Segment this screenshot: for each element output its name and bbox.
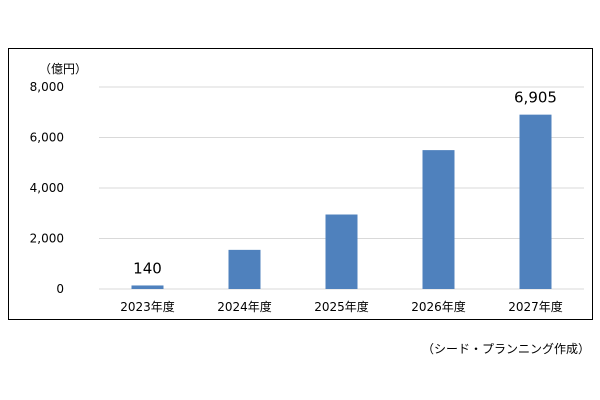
chart-frame: （億円） 0 2,000 4,000 6,000 8,000 2023年度 2024年度 202… (8, 48, 593, 320)
y-tick-label: 0 (56, 282, 64, 296)
y-tick-label: 8,000 (30, 80, 64, 94)
x-tick-label: 2023年度 (120, 299, 175, 314)
y-tick-label: 4,000 (30, 181, 64, 195)
bar-chart: （億円） 0 2,000 4,000 6,000 8,000 2023年度 2024年度 202… (30, 62, 584, 314)
x-tick-label: 2026年度 (411, 299, 466, 314)
bar (228, 249, 261, 289)
bar (422, 150, 455, 289)
y-tick-label: 6,000 (30, 131, 64, 145)
x-tick-label: 2025年度 (314, 299, 369, 314)
x-tick-label: 2024年度 (217, 299, 272, 314)
y-unit-label: （億円） (39, 62, 87, 76)
bar (519, 114, 552, 290)
data-label: 140 (133, 259, 162, 277)
y-tick-label: 2,000 (30, 232, 64, 246)
bar (131, 285, 164, 289)
data-label: 6,905 (514, 89, 557, 107)
x-tick-label: 2027年度 (508, 299, 563, 314)
bar (325, 214, 358, 289)
source-note: （シード・プランニング作成） (421, 342, 590, 356)
